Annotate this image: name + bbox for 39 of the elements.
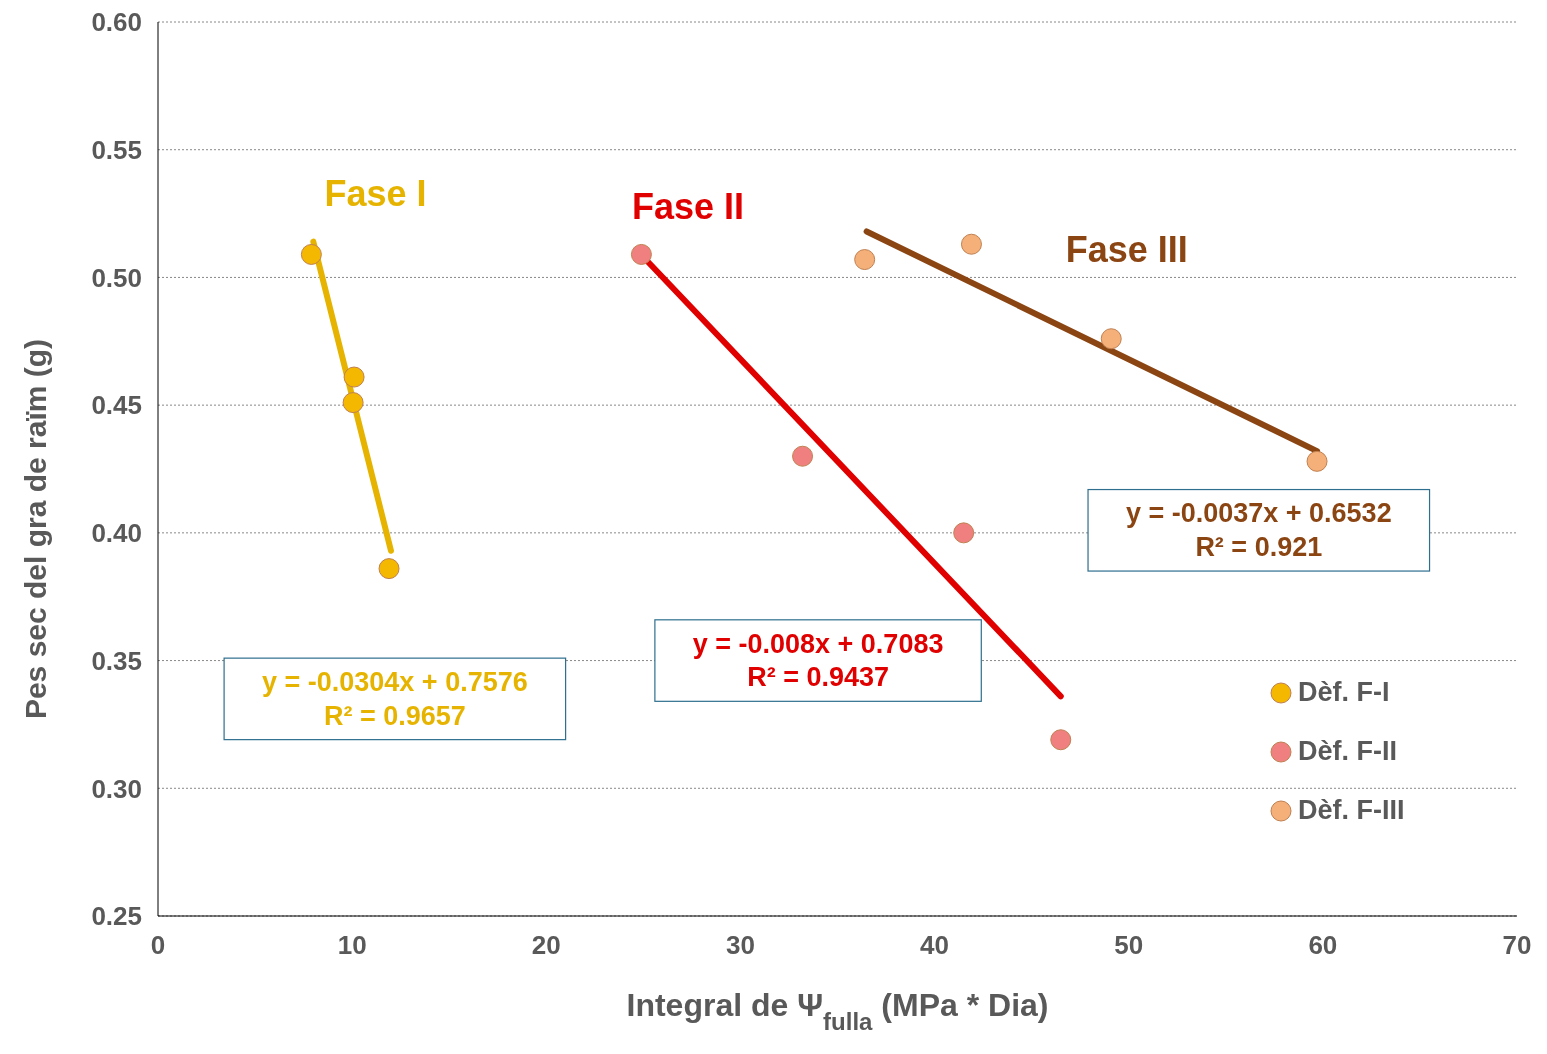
point bbox=[378, 558, 400, 580]
x-tick-label: 20 bbox=[531, 930, 561, 961]
point bbox=[960, 233, 982, 255]
legend-label: Dèf. F-I bbox=[1298, 677, 1390, 708]
y-tick-label: 0.60 bbox=[91, 7, 142, 38]
x-tick-label: 40 bbox=[920, 930, 950, 961]
y-tick-label: 0.35 bbox=[91, 645, 142, 676]
point bbox=[792, 445, 814, 467]
x-tick-label: 30 bbox=[725, 930, 755, 961]
point bbox=[953, 522, 975, 544]
point bbox=[343, 366, 365, 388]
point bbox=[300, 243, 322, 265]
annotation: Fase III bbox=[1065, 228, 1188, 270]
annotation: y = -0.0304x + 0.7576 R² = 0.9657 bbox=[261, 667, 528, 731]
annotation: y = -0.008x + 0.7083 R² = 0.9437 bbox=[692, 628, 944, 693]
x-tick-label: 0 bbox=[150, 930, 166, 961]
point bbox=[1050, 729, 1072, 751]
legend-label: Dèf. F-II bbox=[1298, 736, 1397, 767]
x-axis-title: Integral de Ψ$_{fulla}$ (MPa * Dia) bbox=[626, 987, 1049, 1035]
y-tick-label: 0.30 bbox=[91, 773, 142, 804]
point bbox=[1100, 328, 1122, 350]
y-tick-label: 0.50 bbox=[91, 262, 142, 293]
annotation: y = -0.0037x + 0.6532 R² = 0.921 bbox=[1125, 498, 1392, 563]
x-tick-label: 10 bbox=[337, 930, 367, 961]
y-tick-label: 0.45 bbox=[91, 390, 142, 421]
point bbox=[854, 249, 876, 271]
y-tick-label: 0.55 bbox=[91, 134, 142, 165]
y-tick-label: 0.40 bbox=[91, 518, 142, 549]
point bbox=[630, 243, 652, 265]
annotation: Fase I bbox=[324, 172, 427, 214]
annotation: Fase II bbox=[631, 185, 745, 227]
x-tick-label: 60 bbox=[1308, 930, 1338, 961]
x-tick-label: 70 bbox=[1502, 930, 1532, 961]
point bbox=[342, 392, 364, 414]
point bbox=[1306, 450, 1328, 472]
x-tick-label: 50 bbox=[1114, 930, 1144, 961]
legend-label: Dèf. F-III bbox=[1298, 795, 1405, 826]
y-axis-title: Pes sec del gra de raïm (g) bbox=[19, 338, 52, 720]
y-tick-label: 0.25 bbox=[91, 901, 142, 932]
